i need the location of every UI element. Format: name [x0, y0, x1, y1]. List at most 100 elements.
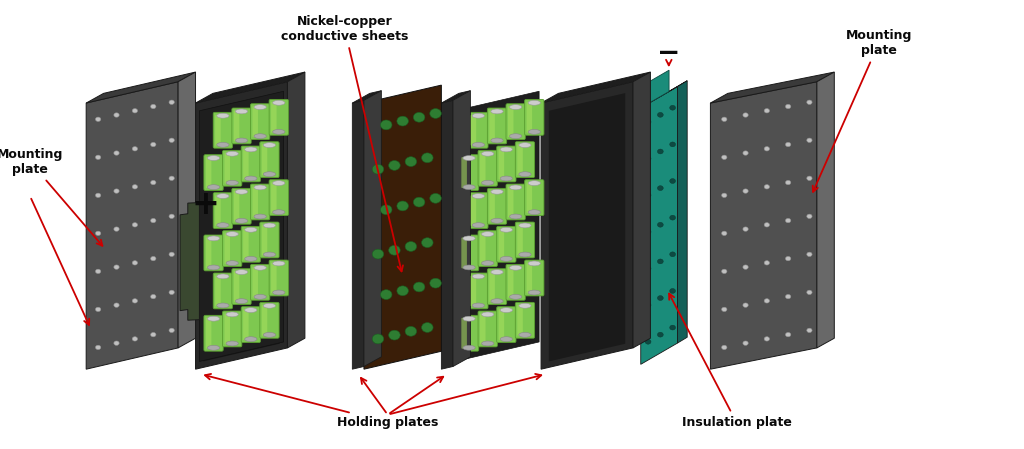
- Ellipse shape: [807, 328, 812, 333]
- FancyBboxPatch shape: [469, 112, 488, 148]
- Ellipse shape: [272, 180, 285, 185]
- Ellipse shape: [132, 299, 137, 303]
- Ellipse shape: [472, 113, 484, 118]
- FancyBboxPatch shape: [489, 110, 495, 141]
- Ellipse shape: [807, 138, 812, 142]
- FancyBboxPatch shape: [224, 153, 230, 184]
- Ellipse shape: [670, 252, 676, 257]
- Ellipse shape: [406, 157, 417, 167]
- FancyBboxPatch shape: [506, 104, 525, 140]
- Ellipse shape: [519, 252, 531, 257]
- Polygon shape: [641, 87, 678, 364]
- Ellipse shape: [245, 147, 257, 152]
- Polygon shape: [86, 72, 196, 103]
- Ellipse shape: [226, 341, 239, 346]
- Ellipse shape: [263, 332, 275, 337]
- FancyBboxPatch shape: [242, 146, 260, 182]
- Ellipse shape: [245, 176, 257, 181]
- Ellipse shape: [236, 109, 248, 114]
- Ellipse shape: [528, 129, 541, 134]
- Ellipse shape: [472, 194, 484, 198]
- Ellipse shape: [657, 186, 664, 190]
- Ellipse shape: [263, 143, 275, 148]
- Ellipse shape: [519, 143, 531, 148]
- FancyBboxPatch shape: [215, 115, 221, 146]
- Ellipse shape: [481, 232, 494, 237]
- Polygon shape: [204, 93, 280, 361]
- FancyBboxPatch shape: [213, 193, 232, 229]
- Ellipse shape: [263, 223, 275, 228]
- Text: Mounting
plate: Mounting plate: [813, 29, 912, 192]
- Ellipse shape: [151, 142, 156, 147]
- Ellipse shape: [472, 142, 484, 147]
- Ellipse shape: [132, 147, 137, 151]
- Ellipse shape: [764, 109, 769, 113]
- FancyBboxPatch shape: [224, 313, 230, 344]
- Ellipse shape: [208, 345, 220, 350]
- Ellipse shape: [722, 269, 727, 273]
- FancyBboxPatch shape: [489, 271, 495, 302]
- FancyBboxPatch shape: [213, 273, 232, 309]
- Ellipse shape: [657, 149, 664, 154]
- Ellipse shape: [500, 337, 512, 342]
- Ellipse shape: [169, 252, 174, 256]
- Ellipse shape: [217, 223, 229, 228]
- Ellipse shape: [764, 185, 769, 189]
- Ellipse shape: [472, 223, 484, 228]
- Ellipse shape: [114, 151, 119, 155]
- FancyBboxPatch shape: [508, 106, 513, 137]
- Ellipse shape: [169, 100, 174, 105]
- Ellipse shape: [226, 180, 239, 185]
- FancyBboxPatch shape: [260, 142, 280, 177]
- Ellipse shape: [722, 155, 727, 159]
- Ellipse shape: [785, 256, 791, 261]
- FancyBboxPatch shape: [489, 191, 495, 222]
- Ellipse shape: [481, 261, 494, 265]
- Ellipse shape: [742, 113, 749, 117]
- FancyBboxPatch shape: [497, 146, 516, 182]
- FancyBboxPatch shape: [260, 222, 280, 258]
- Ellipse shape: [430, 109, 441, 119]
- Ellipse shape: [236, 138, 248, 143]
- Ellipse shape: [657, 112, 664, 117]
- Polygon shape: [817, 72, 835, 348]
- FancyBboxPatch shape: [526, 263, 532, 294]
- Ellipse shape: [272, 261, 285, 266]
- Ellipse shape: [169, 138, 174, 142]
- Ellipse shape: [381, 205, 392, 215]
- Ellipse shape: [463, 156, 475, 160]
- Ellipse shape: [245, 337, 257, 342]
- Polygon shape: [711, 72, 835, 103]
- Ellipse shape: [742, 341, 749, 345]
- Ellipse shape: [272, 210, 285, 215]
- Ellipse shape: [722, 117, 727, 122]
- Ellipse shape: [657, 259, 664, 264]
- Polygon shape: [364, 85, 441, 369]
- FancyBboxPatch shape: [222, 231, 242, 267]
- Ellipse shape: [372, 249, 384, 259]
- Ellipse shape: [95, 345, 100, 350]
- Ellipse shape: [785, 180, 791, 185]
- FancyBboxPatch shape: [269, 180, 289, 216]
- FancyBboxPatch shape: [508, 186, 513, 217]
- Ellipse shape: [722, 193, 727, 198]
- Ellipse shape: [95, 307, 100, 312]
- FancyBboxPatch shape: [233, 191, 240, 222]
- Ellipse shape: [807, 176, 812, 180]
- Ellipse shape: [263, 252, 275, 257]
- Ellipse shape: [481, 180, 494, 185]
- Ellipse shape: [226, 151, 239, 156]
- FancyBboxPatch shape: [251, 104, 269, 140]
- Ellipse shape: [657, 295, 664, 300]
- Ellipse shape: [95, 193, 100, 198]
- Polygon shape: [549, 93, 626, 361]
- Ellipse shape: [254, 265, 266, 270]
- Ellipse shape: [500, 227, 512, 232]
- Ellipse shape: [510, 105, 522, 110]
- Ellipse shape: [528, 261, 541, 266]
- Ellipse shape: [807, 290, 812, 295]
- Ellipse shape: [406, 242, 417, 251]
- FancyBboxPatch shape: [515, 302, 535, 338]
- Ellipse shape: [254, 185, 266, 190]
- FancyBboxPatch shape: [460, 315, 478, 351]
